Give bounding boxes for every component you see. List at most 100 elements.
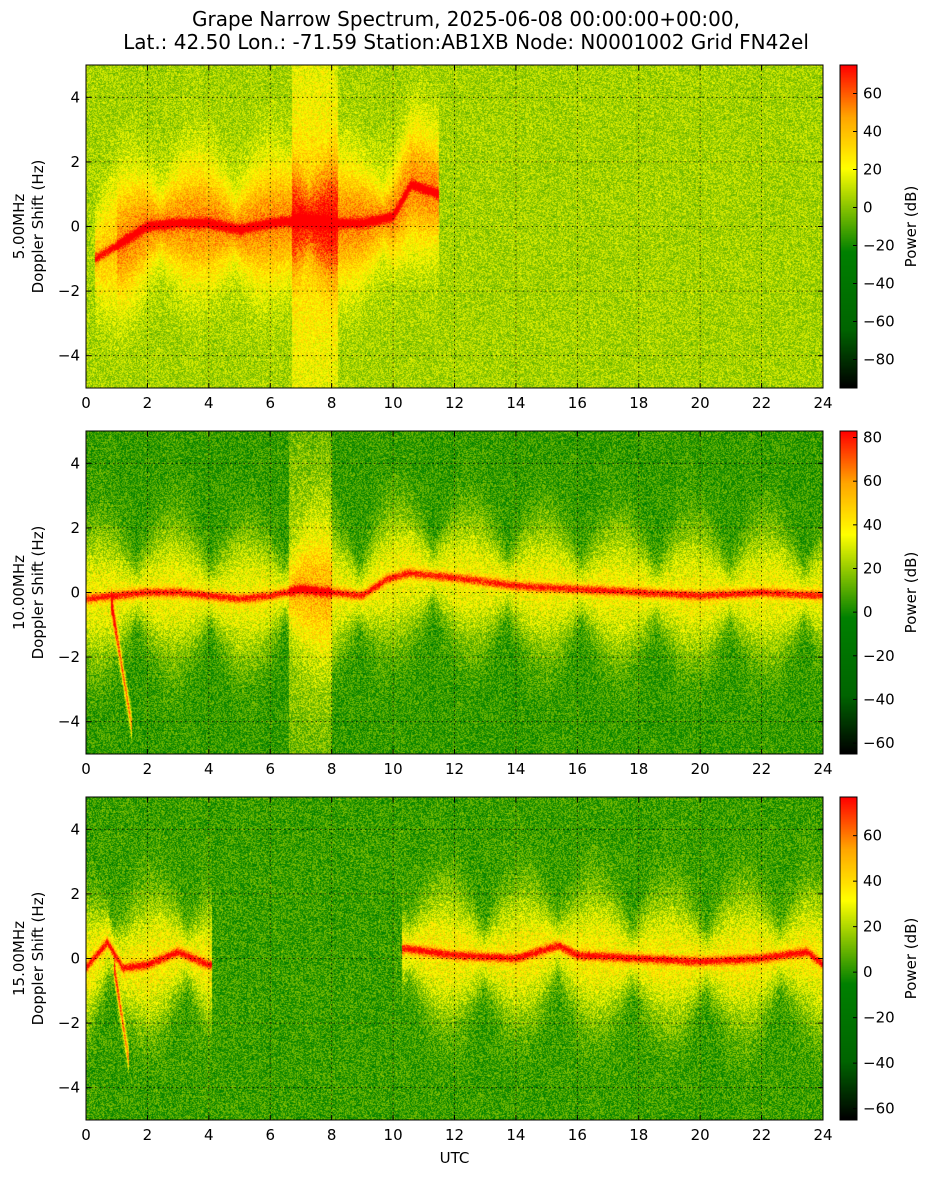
y-axis-label-line1: 10.00MHz xyxy=(10,555,28,630)
x-tick-label: 24 xyxy=(813,760,832,778)
page-title: Grape Narrow Spectrum, 2025-06-08 00:00:… xyxy=(0,8,932,54)
x-tick-label: 10 xyxy=(384,1126,403,1144)
x-tick-label: 4 xyxy=(204,760,214,778)
x-tick-label: 10 xyxy=(384,394,403,412)
x-tick-label: 0 xyxy=(81,1126,91,1144)
x-tick-label: 8 xyxy=(327,760,337,778)
grid-lines xyxy=(86,797,823,1120)
y-tick-label: −4 xyxy=(58,1079,80,1097)
x-tick-label: 20 xyxy=(691,760,710,778)
grid-lines xyxy=(86,65,823,388)
x-tick-label: 6 xyxy=(265,1126,275,1144)
x-tick-label: 18 xyxy=(629,394,648,412)
y-axis-label-line2: Doppler Shift (Hz) xyxy=(29,892,47,1026)
x-tick-label: 6 xyxy=(265,760,275,778)
x-tick-label: 12 xyxy=(445,1126,464,1144)
y-axis-label: 15.00MHzDoppler Shift (Hz) xyxy=(10,892,47,1026)
y-axis-label: 5.00MHzDoppler Shift (Hz) xyxy=(10,160,47,294)
y-tick-label: 2 xyxy=(70,519,80,537)
x-tick-label: 4 xyxy=(204,394,214,412)
x-tick-label: 10 xyxy=(384,760,403,778)
colorbar-tick-label: −40 xyxy=(863,1054,895,1072)
y-axis-label-line2: Doppler Shift (Hz) xyxy=(29,160,47,294)
x-tick-label: 12 xyxy=(445,394,464,412)
x-tick-label: 20 xyxy=(691,394,710,412)
colorbar-tick-label: −20 xyxy=(863,1009,895,1027)
x-tick-label: 14 xyxy=(506,1126,525,1144)
x-tick-label: 16 xyxy=(568,394,587,412)
x-tick-label: 18 xyxy=(629,1126,648,1144)
colorbar-label: Power (dB) xyxy=(902,918,920,1000)
x-tick-label: 16 xyxy=(568,760,587,778)
colorbar-tick-label: −20 xyxy=(863,237,895,255)
colorbar-tick-label: −60 xyxy=(863,313,895,331)
y-tick-label: 0 xyxy=(70,950,80,968)
y-tick-label: 2 xyxy=(70,153,80,171)
colorbar-frame xyxy=(839,430,858,755)
colorbar-tick-label: 40 xyxy=(863,872,882,890)
colorbar-tick-label: 20 xyxy=(863,559,882,577)
colorbar-label: Power (dB) xyxy=(902,186,920,268)
grid-lines xyxy=(86,431,823,754)
y-tick-label: 4 xyxy=(70,820,80,838)
x-tick-label: 22 xyxy=(752,1126,771,1144)
y-tick-label: −2 xyxy=(58,648,80,666)
y-axis-label-line2: Doppler Shift (Hz) xyxy=(29,526,47,660)
y-tick-label: 0 xyxy=(70,218,80,236)
colorbar-tick-label: −80 xyxy=(863,351,895,369)
colorbar-tick-label: 20 xyxy=(863,918,882,936)
y-tick-label: −4 xyxy=(58,347,80,365)
colorbar-tick-label: −40 xyxy=(863,690,895,708)
colorbar-tick-label: −40 xyxy=(863,275,895,293)
y-tick-label: 0 xyxy=(70,584,80,602)
y-tick-label: −2 xyxy=(58,282,80,300)
colorbar-tick-label: 60 xyxy=(863,827,882,845)
x-tick-label: 12 xyxy=(445,760,464,778)
colorbar-tick-label: 80 xyxy=(863,429,882,447)
y-tick-label: 4 xyxy=(70,454,80,472)
x-tick-label: 18 xyxy=(629,760,648,778)
x-tick-label: 0 xyxy=(81,394,91,412)
x-tick-label: 8 xyxy=(327,394,337,412)
colorbar-15mhz xyxy=(840,797,857,1120)
colorbar-tick-label: 40 xyxy=(863,516,882,534)
x-tick-label: 24 xyxy=(813,394,832,412)
x-tick-label: 20 xyxy=(691,1126,710,1144)
page-title-line1: Grape Narrow Spectrum, 2025-06-08 00:00:… xyxy=(192,7,740,31)
x-tick-label: 2 xyxy=(143,760,153,778)
colorbar-tick-label: 60 xyxy=(863,472,882,490)
colorbar-frame xyxy=(839,64,858,389)
colorbar-tick-label: 40 xyxy=(863,123,882,141)
y-tick-label: 4 xyxy=(70,88,80,106)
y-tick-label: −2 xyxy=(58,1014,80,1032)
x-tick-label: 8 xyxy=(327,1126,337,1144)
colorbar-tick-label: 0 xyxy=(863,603,873,621)
y-axis-label: 10.00MHzDoppler Shift (Hz) xyxy=(10,526,47,660)
y-axis-label-line1: 15.00MHz xyxy=(10,921,28,996)
colorbar-tick-label: −60 xyxy=(863,1100,895,1118)
x-tick-label: 4 xyxy=(204,1126,214,1144)
colorbar-tick-label: 60 xyxy=(863,85,882,103)
colorbar-5mhz xyxy=(840,65,857,388)
colorbar-tick-label: 0 xyxy=(863,963,873,981)
colorbar-tick-label: 0 xyxy=(863,199,873,217)
colorbar-10mhz xyxy=(840,431,857,754)
y-axis-label-line1: 5.00MHz xyxy=(10,194,28,260)
y-tick-label: −4 xyxy=(58,713,80,731)
x-tick-label: 24 xyxy=(813,1126,832,1144)
x-tick-label: 22 xyxy=(752,760,771,778)
x-tick-label: 0 xyxy=(81,760,91,778)
x-tick-label: 14 xyxy=(506,394,525,412)
x-tick-label: 16 xyxy=(568,1126,587,1144)
colorbar-tick-label: −60 xyxy=(863,734,895,752)
x-tick-label: 6 xyxy=(265,394,275,412)
colorbar-frame xyxy=(839,796,858,1121)
colorbar-label: Power (dB) xyxy=(902,552,920,634)
y-tick-label: 2 xyxy=(70,885,80,903)
x-tick-label: 14 xyxy=(506,760,525,778)
